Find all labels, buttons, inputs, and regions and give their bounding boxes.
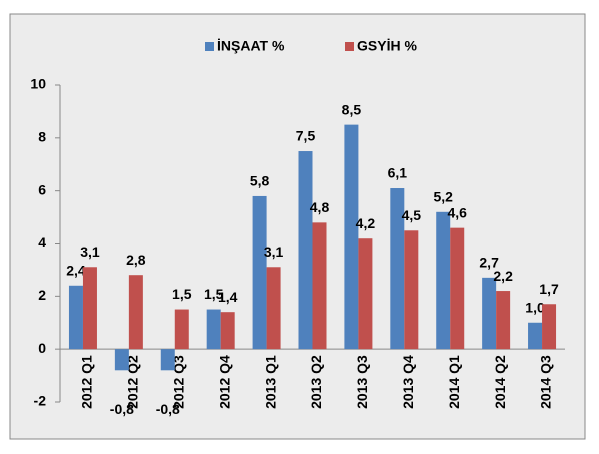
bar xyxy=(206,309,221,350)
data-label: 7,5 xyxy=(296,128,316,144)
bar xyxy=(174,309,189,350)
data-label: 3,1 xyxy=(80,244,100,260)
y-tick-label: 4 xyxy=(38,234,46,250)
data-label: 1,5 xyxy=(204,286,224,302)
bar xyxy=(450,227,465,350)
legend-label: İNŞAAT % xyxy=(217,38,285,54)
data-label: 2,4 xyxy=(66,262,86,278)
bar xyxy=(160,349,175,371)
y-tick-label: -2 xyxy=(34,393,47,409)
x-tick-label: 2014 Q2 xyxy=(492,355,508,409)
y-tick-label: 0 xyxy=(38,340,46,356)
x-tick-label: 2013 Q4 xyxy=(400,355,416,409)
data-label: 6,1 xyxy=(388,165,408,181)
data-label: -0,8 xyxy=(156,401,180,417)
data-label: 4,2 xyxy=(356,215,376,231)
bar xyxy=(542,304,557,350)
bar xyxy=(82,267,97,350)
legend-swatch xyxy=(345,42,354,51)
data-label: 1,4 xyxy=(218,289,238,305)
bar xyxy=(298,151,313,350)
data-label: 3,1 xyxy=(264,244,284,260)
bar xyxy=(312,222,327,350)
data-label: 2,8 xyxy=(126,252,146,268)
data-label: 4,8 xyxy=(310,199,330,215)
data-label: 5,2 xyxy=(433,189,453,205)
data-label: -0,8 xyxy=(110,401,134,417)
bar xyxy=(266,267,281,350)
legend-swatch xyxy=(205,42,214,51)
bar xyxy=(344,124,359,350)
data-label: 4,5 xyxy=(402,207,422,223)
data-label: 1,0 xyxy=(525,299,545,315)
chart-frame xyxy=(9,13,586,440)
bar xyxy=(482,277,497,350)
y-tick-label: 10 xyxy=(30,76,46,92)
bar xyxy=(358,238,373,350)
x-tick-label: 2012 Q4 xyxy=(216,355,232,409)
bar xyxy=(114,349,129,371)
y-tick-label: 2 xyxy=(38,287,46,303)
data-label: 4,6 xyxy=(447,204,467,220)
bar xyxy=(128,275,143,350)
bar xyxy=(252,195,267,350)
y-tick-label: 8 xyxy=(38,129,46,145)
data-label: 8,5 xyxy=(342,101,362,117)
bar xyxy=(496,291,511,350)
bar xyxy=(436,211,451,350)
x-tick-label: 2014 Q1 xyxy=(446,355,462,409)
data-label: 2,2 xyxy=(493,268,513,284)
bar xyxy=(404,230,419,350)
bar xyxy=(390,188,405,350)
y-tick-label: 6 xyxy=(38,181,46,197)
bar xyxy=(68,285,83,350)
data-label: 5,8 xyxy=(250,173,270,189)
x-tick-label: 2014 Q3 xyxy=(538,355,554,409)
x-tick-label: 2013 Q1 xyxy=(262,355,278,409)
data-label: 2,7 xyxy=(479,255,499,271)
bar xyxy=(528,322,543,350)
x-tick-label: 2012 Q1 xyxy=(79,355,95,409)
x-tick-label: 2013 Q2 xyxy=(308,355,324,409)
data-label: 1,7 xyxy=(539,281,559,297)
bar xyxy=(220,312,235,350)
data-label: 1,5 xyxy=(172,286,192,302)
legend-label: GSYİH % xyxy=(357,38,417,54)
x-tick-label: 2013 Q3 xyxy=(354,355,370,409)
